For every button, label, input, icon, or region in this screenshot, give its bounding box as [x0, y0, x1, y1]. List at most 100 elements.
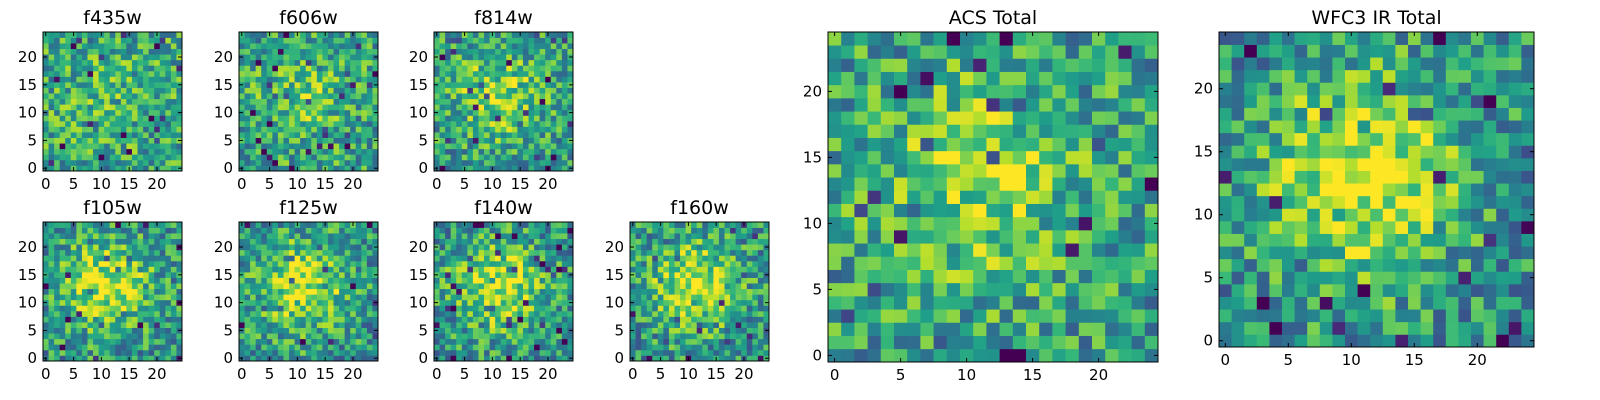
heatmap-cell: [741, 249, 748, 256]
heatmap-cell: [70, 109, 77, 116]
heatmap-cell: [137, 238, 144, 245]
heatmap-cell: [176, 87, 183, 94]
heatmap-cell: [261, 154, 268, 161]
heatmap-cell: [450, 227, 457, 234]
heatmap-cell: [724, 222, 731, 228]
heatmap-cell: [131, 227, 138, 234]
heatmap-cell: [239, 132, 245, 138]
heatmap-cell: [289, 260, 295, 267]
heatmap-cell: [159, 272, 166, 278]
heatmap-cell: [528, 93, 535, 100]
heatmap-cell: [1092, 335, 1106, 350]
heatmap-cell: [266, 338, 273, 345]
heatmap-cell: [355, 349, 362, 356]
panel-title: f105w: [83, 197, 142, 219]
heatmap-cell: [255, 305, 262, 312]
heatmap-cell: [115, 32, 122, 38]
heatmap-cell: [657, 310, 664, 317]
heatmap-cell: [960, 309, 974, 323]
heatmap-cell: [339, 333, 345, 340]
heatmap-cell: [680, 272, 686, 278]
heatmap-cell: [1131, 256, 1146, 270]
heatmap-cell: [456, 322, 463, 328]
heatmap-cell: [266, 154, 273, 161]
heatmap-cell: [87, 65, 94, 72]
heatmap-cell: [484, 244, 490, 251]
heatmap-cell: [170, 222, 177, 228]
heatmap-cell: [668, 244, 675, 251]
heatmap-cell: [98, 82, 105, 88]
heatmap-cell: [43, 76, 49, 83]
heatmap-cell: [561, 98, 568, 105]
heatmap-cell: [361, 104, 368, 111]
heatmap-cell: [104, 355, 111, 362]
heatmap-cell: [48, 126, 55, 133]
heatmap-cell: [81, 109, 88, 116]
heatmap-cell: [528, 165, 535, 172]
heatmap-cell: [472, 260, 479, 267]
heatmap-cell: [170, 70, 177, 77]
heatmap-cell: [165, 266, 172, 273]
heatmap-cell: [333, 294, 340, 301]
heatmap-cell: [137, 98, 144, 105]
heatmap-cell: [456, 299, 463, 306]
heatmap-cell: [54, 272, 61, 278]
heatmap-cell: [126, 305, 133, 312]
heatmap-cell: [456, 266, 463, 273]
heatmap-cell: [48, 260, 55, 267]
heatmap-cell: [289, 238, 295, 245]
heatmap-cell: [735, 327, 742, 334]
heatmap-cell: [522, 154, 529, 161]
heatmap-cell: [120, 355, 127, 362]
heatmap-cell: [43, 277, 49, 284]
heatmap-cell: [478, 59, 485, 66]
heatmap-cell: [556, 70, 563, 77]
heatmap-cell: [522, 310, 529, 317]
heatmap-cell: [439, 299, 446, 306]
heatmap-cell: [148, 132, 155, 138]
heatmap-cell: [344, 288, 351, 295]
heatmap-cell: [461, 148, 468, 155]
heatmap-cell: [154, 59, 161, 66]
heatmap-cell: [143, 272, 149, 278]
heatmap-cell: [450, 48, 457, 55]
heatmap-cell: [713, 349, 720, 356]
heatmap-cell: [528, 148, 535, 155]
heatmap-cell: [154, 333, 161, 340]
heatmap-cell: [439, 65, 446, 72]
heatmap-cell: [630, 249, 636, 256]
heatmap-cell: [93, 32, 99, 38]
heatmap-cell: [1065, 296, 1080, 310]
heatmap-cell: [724, 233, 731, 240]
heatmap-cell: [434, 233, 440, 240]
heatmap-cell: [657, 227, 664, 234]
heatmap-cell: [495, 227, 502, 234]
heatmap-cell: [685, 255, 692, 262]
heatmap-cell: [635, 249, 642, 256]
heatmap-cell: [735, 255, 742, 262]
heatmap-cell: [828, 150, 842, 165]
heatmap-cell: [272, 338, 279, 345]
heatmap-cell: [137, 87, 144, 94]
heatmap-cell: [999, 190, 1014, 204]
heatmap-cell: [506, 283, 513, 290]
heatmap-cell: [880, 216, 895, 231]
heatmap-cell: [300, 260, 307, 267]
heatmap-cell: [137, 115, 144, 122]
heatmap-cell: [467, 109, 474, 116]
heatmap-cell: [115, 37, 122, 44]
heatmap-cell: [439, 349, 446, 356]
heatmap-cell: [730, 227, 736, 234]
heatmap-cell: [43, 233, 49, 240]
heatmap-cell: [305, 294, 312, 301]
heatmap-cell: [646, 327, 653, 334]
heatmap-cell: [327, 115, 334, 122]
heatmap-cell: [98, 299, 105, 306]
heatmap-cell: [322, 310, 329, 317]
y-tick-label: 5: [223, 321, 233, 339]
heatmap-cell: [528, 333, 535, 340]
heatmap-cell: [277, 316, 284, 323]
heatmap-cell: [327, 238, 334, 245]
heatmap-cell: [1144, 203, 1159, 218]
heatmap-cell: [170, 37, 177, 44]
